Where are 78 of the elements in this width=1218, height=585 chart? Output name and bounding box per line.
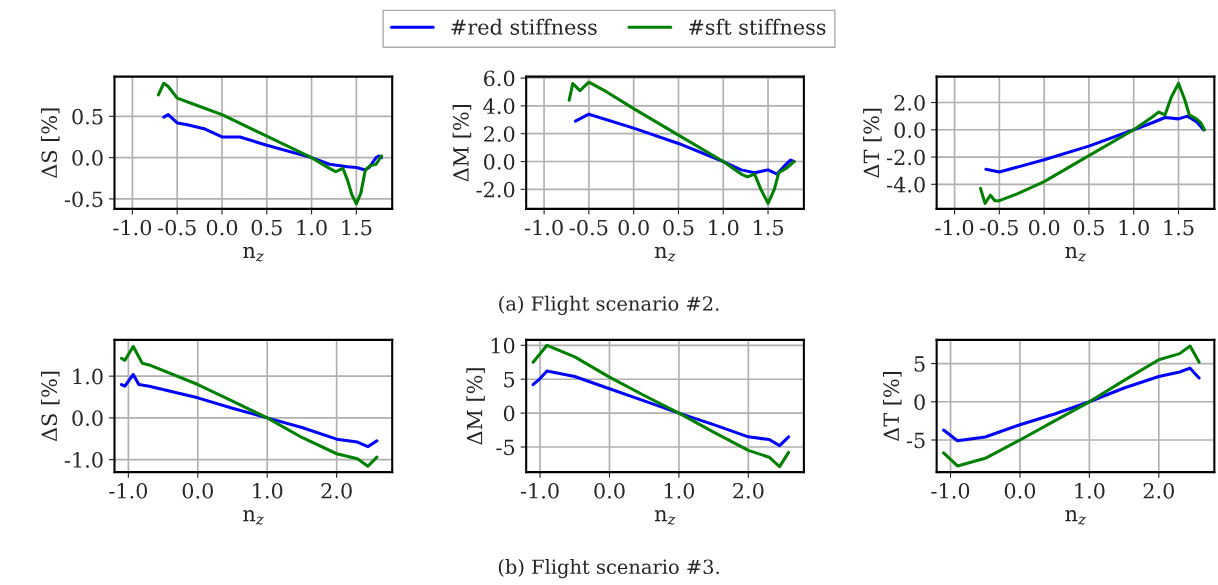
y-tick-label: 2.0 [484, 126, 515, 142]
x-axis-title: n$_{z}$ [243, 246, 264, 262]
y-axis-title: ΔM [%] [452, 105, 472, 182]
y-tick-label: 6.0 [484, 70, 515, 87]
line-series [942, 344, 1201, 468]
y-axis-title: ΔS [%] [40, 108, 60, 178]
x-tick-label: -1.0 [935, 219, 974, 236]
x-tick-label: 1.0 [1119, 219, 1149, 236]
line-series [119, 372, 379, 449]
y-tick-label: 0.5 [72, 108, 103, 125]
x-tick-label: 0.5 [663, 219, 694, 236]
y-tick-label: -5 [496, 439, 515, 456]
y-tick-label: -1.0 [64, 452, 103, 468]
text: (b) Flight scenario #3. [498, 559, 719, 579]
x-tick-label: -1.0 [113, 219, 152, 236]
y-tick-label: 4.0 [483, 98, 515, 115]
x-tick-label: -0.5 [569, 219, 608, 236]
x-axis-title: n$_{z}$ [654, 510, 676, 525]
y-tick-label: 0 [503, 405, 515, 422]
line-series [156, 81, 383, 206]
x-tick-label: 1.0 [297, 219, 327, 236]
x-tick-label: -1.0 [109, 482, 148, 499]
x-axis-title: n$_{z}$ [1065, 246, 1086, 262]
y-tick-label: 5 [504, 371, 515, 388]
x-tick-label: 1.0 [253, 482, 283, 499]
x-tick-label: 0.0 [206, 219, 238, 236]
line-series [119, 345, 379, 468]
text: (a) Flight scenario #2. [499, 295, 719, 315]
line-series [984, 114, 1206, 174]
x-tick-label: 1.5 [342, 219, 372, 236]
x-tick-label: 0.0 [1028, 219, 1060, 236]
x-tick-label: 0.0 [618, 219, 649, 236]
x-tick-label: 2.0 [321, 482, 352, 499]
y-tick-label: 0.0 [894, 122, 925, 138]
x-tick-label: -0.5 [158, 219, 196, 236]
y-axis-title: ΔT [%] [863, 108, 882, 178]
y-axis-title: ΔT [%] [882, 371, 902, 441]
line-series [531, 343, 791, 469]
y-tick-label: -5 [906, 432, 925, 449]
x-tick-label: 2.0 [1143, 482, 1174, 499]
x-axis-title: n$_{z}$ [243, 510, 264, 525]
x-tick-label: 1.5 [1164, 219, 1194, 236]
x-tick-label: 0.0 [1004, 482, 1036, 499]
y-tick-label: 0.0 [484, 153, 515, 170]
line-series [979, 81, 1207, 205]
line-series [942, 366, 1201, 443]
line-series [567, 80, 796, 205]
x-tick-label: 1.0 [1075, 482, 1105, 499]
x-tick-label: 0.5 [251, 219, 282, 236]
x-tick-label: 1.0 [709, 219, 739, 236]
y-tick-label: -2.0 [886, 149, 925, 166]
x-tick-label: 0.5 [1073, 219, 1104, 236]
legend-label: #red stiffness [451, 18, 597, 35]
x-tick-label: 1.0 [664, 482, 695, 499]
y-tick-label: -0.5 [64, 191, 103, 208]
x-tick-label: -1.0 [931, 482, 970, 499]
y-tick-label: 10 [491, 337, 515, 354]
x-tick-label: -1.0 [524, 219, 563, 236]
legend-label: #sft stiffness [688, 18, 826, 35]
y-tick-label: 2.0 [894, 94, 925, 111]
y-axis-title: ΔS [%] [40, 371, 60, 442]
x-tick-label: 1.5 [754, 219, 784, 236]
x-tick-label: 0.0 [594, 482, 625, 499]
y-tick-label: 1.0 [73, 368, 103, 385]
y-tick-label: -4.0 [886, 176, 925, 193]
y-tick-label: 0 [914, 394, 925, 410]
line-series [531, 369, 791, 448]
x-tick-label: -1.0 [520, 482, 559, 499]
x-axis-title: n$_{z}$ [654, 246, 676, 262]
y-axis-title: ΔM [%] [466, 368, 485, 445]
x-axis-title: n$_{z}$ [1065, 510, 1086, 525]
y-tick-label: -2.0 [476, 181, 515, 198]
x-tick-label: 2.0 [733, 482, 764, 499]
x-tick-label: -0.5 [980, 219, 1018, 236]
y-tick-label: 0.0 [72, 410, 103, 427]
y-tick-label: 5 [914, 356, 925, 372]
x-tick-label: 0.0 [182, 482, 213, 499]
y-tick-label: 0.0 [72, 150, 103, 166]
